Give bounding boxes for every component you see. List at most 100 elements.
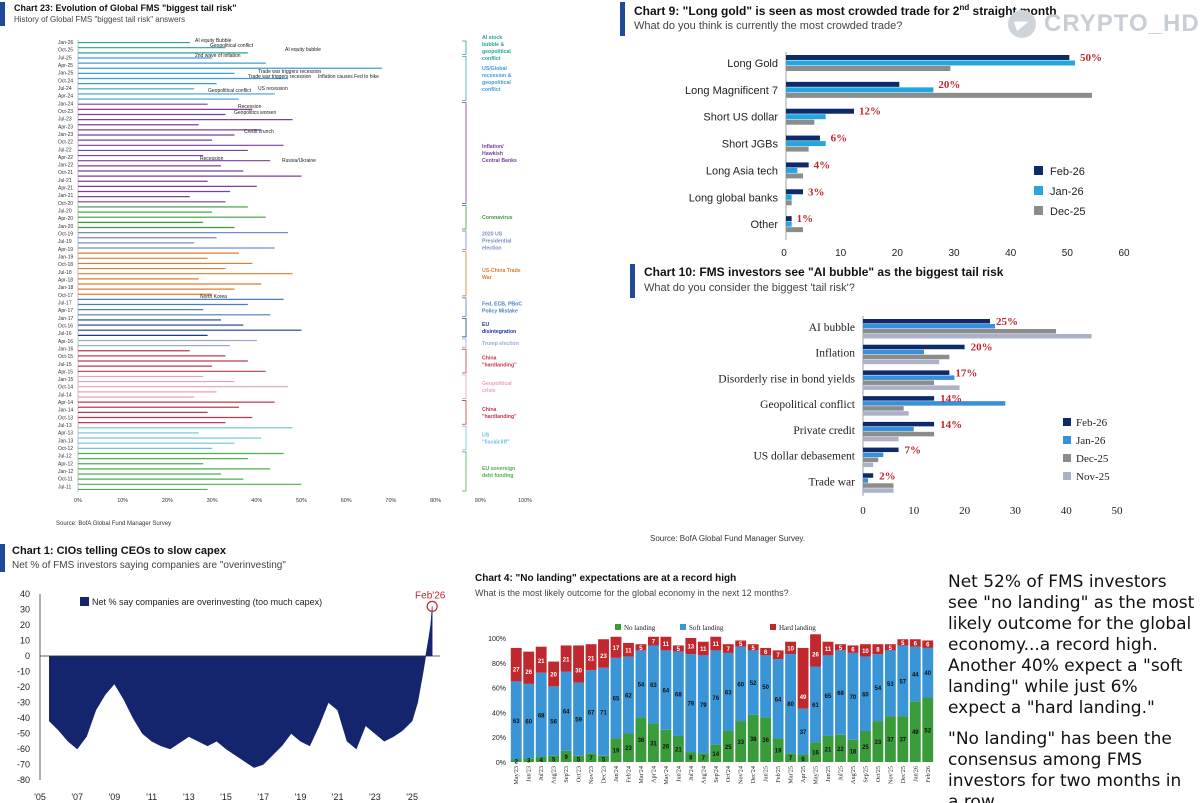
- chart4-data-label: 38: [750, 737, 757, 743]
- chart23-ytick: Oct-21: [58, 170, 73, 176]
- chart23-annotation: 2nd wave of inflation: [195, 53, 241, 59]
- chart23-band-bracket: [462, 338, 467, 348]
- chart23-ytick: Oct-13: [58, 415, 73, 421]
- chart23-ytick: Oct-14: [58, 385, 73, 391]
- chart4-data-label: 52: [924, 728, 931, 734]
- chart9-title-sup: nd: [959, 3, 970, 12]
- chart4-data-label: 54: [638, 682, 645, 688]
- chart4-bar: [897, 716, 909, 762]
- chart4-data-label: 65: [825, 694, 832, 700]
- chart23-ytick: Apr-22: [58, 155, 73, 161]
- chart23-band-bracket: [462, 251, 467, 297]
- chart9-bar: [786, 108, 854, 114]
- chart9-data-label: 12%: [859, 106, 881, 118]
- chart4-data-label: 7: [789, 756, 793, 762]
- chart4-data-label: 5: [577, 757, 581, 763]
- chart23-annotation: AI equity bubble: [285, 47, 321, 53]
- chart4-data-label: 59: [575, 718, 582, 724]
- chart4-bar: [535, 646, 547, 673]
- chart10-xtick: 50: [1112, 505, 1124, 517]
- chart10-bar: [863, 478, 869, 483]
- chart4-bar: [573, 755, 585, 762]
- chart4-xtick: Nov'25: [887, 766, 894, 784]
- chart9-xtick: 10: [835, 248, 847, 258]
- chart10-bar: [863, 483, 894, 488]
- chart4-bar: [797, 647, 809, 709]
- chart4-data-label: 57: [899, 679, 906, 685]
- chart4-xtick: Jul'23: [538, 766, 545, 781]
- chart4-bar: [523, 651, 535, 684]
- chart4-data-label: 49: [912, 730, 919, 736]
- chart10-bar: [863, 359, 940, 365]
- chart10-category-label: Private credit: [793, 425, 855, 437]
- chart23-plot: AI stock bubble & geopolitical conflict US/G…: [58, 35, 532, 504]
- chart4-bar: [610, 738, 622, 762]
- chart9-accent: [620, 2, 625, 36]
- chart23-ytick: Oct-15: [58, 354, 73, 360]
- chart23-ytick: Jan-20: [58, 224, 74, 230]
- chart4-data-label: 2: [515, 759, 519, 765]
- chart4-bar: [560, 750, 572, 762]
- chart23-band-label: US "fiscalcliff": [482, 433, 510, 446]
- chart4-data-label: 5: [602, 757, 606, 763]
- chart4-bar: [922, 640, 934, 648]
- chart4-xtick: Oct'25: [875, 766, 882, 782]
- chart4-bar: [647, 723, 659, 762]
- chart10-data-label: 17%: [955, 367, 977, 379]
- chart23-source: Source: BofA Global Fund Manager Survey: [56, 521, 172, 527]
- chart4-data-label: 7: [702, 756, 706, 762]
- chart4-data-label: 31: [650, 741, 657, 747]
- chart23-ytick: Oct-11: [58, 477, 73, 483]
- chart1-xtick: '21: [332, 792, 344, 802]
- chart10-bar: [863, 385, 960, 390]
- chart4-bar: [560, 645, 572, 672]
- chart23-ytick: Jul-19: [58, 239, 72, 245]
- chart4-data-label: 14: [712, 752, 719, 758]
- chart4-data-label: 44: [912, 672, 919, 678]
- chart4-bar: [772, 738, 784, 762]
- chart1-ytick: 30: [20, 605, 30, 615]
- chart23-xtick: 80%: [430, 498, 441, 504]
- chart9-bar: [786, 66, 951, 71]
- chart4-legend-swatch: [615, 624, 621, 630]
- chart4-bar: [872, 644, 884, 655]
- chart9-bar: [786, 221, 792, 227]
- chart4-xtick: Mar'25: [788, 766, 795, 784]
- chart4-bar: [785, 753, 797, 762]
- chart4-bar: [859, 656, 871, 731]
- chart1-xtick: '25: [406, 792, 418, 802]
- chart23-ytick: Apr-23: [58, 124, 73, 130]
- chart23-band-bracket: [462, 204, 467, 230]
- chart10-subtitle: What do you consider the biggest 'tail r…: [644, 282, 855, 294]
- chart23-annotation: Geopolitical conflict: [210, 43, 254, 49]
- chart23-ytick: Jan-26: [58, 40, 74, 46]
- chart4-data-label: 22: [837, 747, 844, 753]
- chart1-legend-swatch: [80, 597, 89, 606]
- chart23-ytick: Jul-18: [58, 270, 72, 276]
- chart4-data-label: 79: [687, 702, 694, 708]
- chart23-ytick: Jul-15: [58, 362, 72, 368]
- chart1-xtick: '11: [146, 792, 157, 802]
- chart23-annotation: AI equity Bubble: [195, 38, 232, 44]
- chart10-bar: [863, 421, 935, 427]
- chart23-ytick: Oct-16: [58, 323, 73, 329]
- chart4-data-label: 68: [837, 691, 844, 697]
- chart23-ytick: Apr-24: [58, 94, 73, 100]
- chart4-data-label: 64: [563, 710, 570, 716]
- chart4-xtick: Oct'24: [725, 766, 732, 782]
- chart4-data-label: 36: [638, 738, 645, 744]
- chart4-xtick: Oct'23: [576, 766, 583, 782]
- chart1-subtitle: Net % of FMS investors saying companies …: [12, 560, 286, 571]
- chart10-data-label: 14%: [940, 393, 962, 405]
- chart4-xtick: Nov'24: [738, 766, 745, 784]
- chart23-annotation: US recession: [258, 86, 288, 92]
- chart1-ytick: -60: [17, 744, 30, 754]
- chart4-bar: [598, 755, 609, 762]
- chart4-data-label: 3: [527, 759, 531, 765]
- chart9-xtick: 30: [948, 248, 960, 258]
- chart1-xtick: '05: [34, 792, 46, 802]
- chart4-data-label: 6: [764, 650, 768, 656]
- chart23-ytick: Apr-19: [58, 247, 73, 253]
- chart4-data-label: 60: [862, 692, 869, 698]
- chart4-data-label: 70: [850, 695, 857, 701]
